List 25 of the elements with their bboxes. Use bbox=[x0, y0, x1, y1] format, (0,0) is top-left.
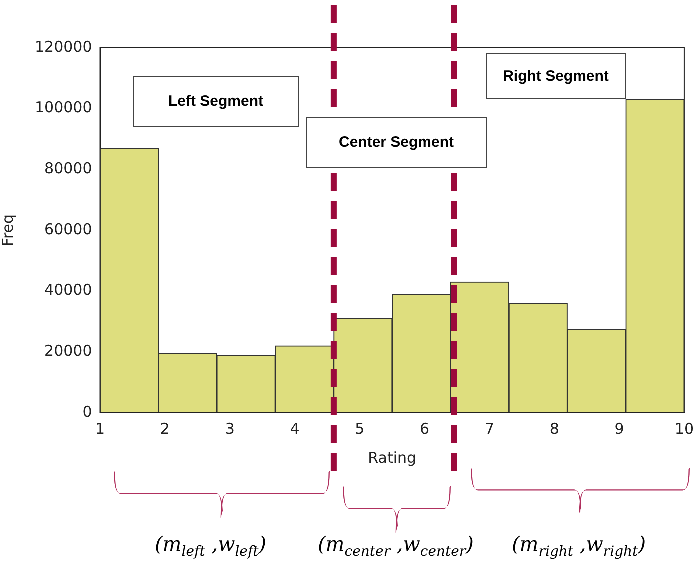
x-tick-label: 8 bbox=[550, 420, 560, 438]
text-box: Right Segment bbox=[486, 53, 626, 99]
y-tick-label: 40000 bbox=[44, 281, 92, 300]
x-tick-label: 5 bbox=[355, 420, 365, 438]
y-axis-title: Freq bbox=[0, 214, 17, 247]
x-tick-label: 6 bbox=[420, 420, 430, 438]
x-tick-label: 7 bbox=[484, 420, 494, 438]
x-tick-label: 2 bbox=[160, 420, 170, 438]
x-tick-label: 9 bbox=[614, 420, 624, 438]
x-tick-label: 10 bbox=[674, 420, 694, 438]
y-tick-label: 20000 bbox=[44, 342, 92, 360]
text: (m$_{center}$ ,w$_{center}$) bbox=[318, 532, 474, 560]
y-tick-label: 0 bbox=[82, 402, 92, 421]
x-tick-label: 3 bbox=[225, 420, 235, 438]
x-axis-title: Rating bbox=[368, 448, 417, 467]
y-tick-label: 80000 bbox=[44, 160, 92, 178]
y-tick-label: 60000 bbox=[44, 220, 92, 238]
y-tick-label: 100000 bbox=[34, 98, 92, 117]
x-tick-label: 1 bbox=[95, 420, 106, 438]
text-box: Left Segment bbox=[133, 76, 299, 127]
y-tick-label: 120000 bbox=[34, 38, 92, 56]
text-box: Center Segment bbox=[306, 117, 487, 168]
x-tick-label: 4 bbox=[290, 420, 300, 438]
text: (m$_{right}$ ,w$_{right}$) bbox=[512, 532, 646, 560]
text: (m$_{left}$ ,w$_{left}$) bbox=[155, 532, 267, 560]
